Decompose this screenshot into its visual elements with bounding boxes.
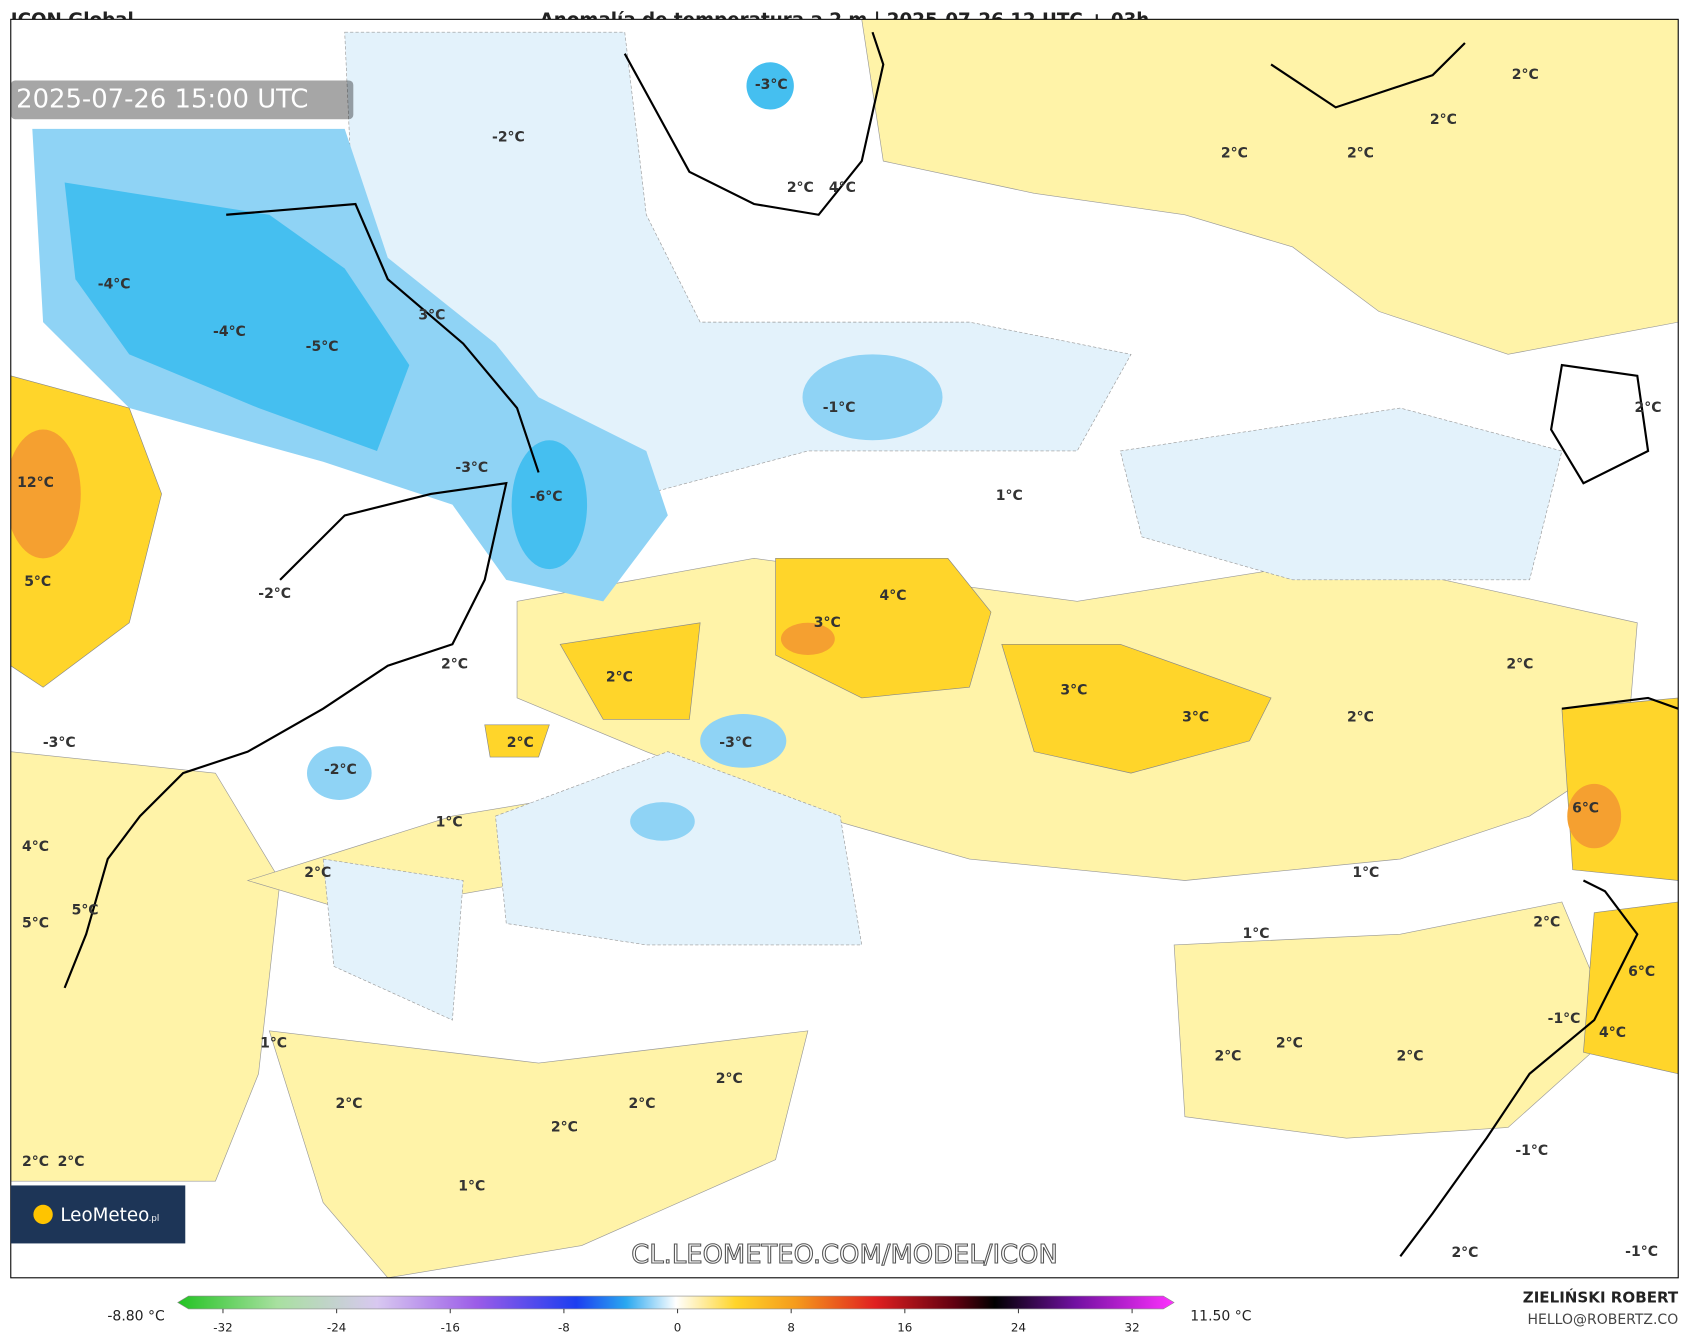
contour-label: 2°C [787, 180, 814, 196]
contour-label: 2°C [1533, 914, 1560, 930]
colorbar-tick-label: 16 [897, 1321, 912, 1335]
contour-label: 2°C [1512, 67, 1539, 83]
contour-label: 4°C [879, 588, 906, 604]
contour-label: 6°C [1572, 801, 1599, 817]
email: HELLO@ROBERTZ.CO [1528, 1312, 1679, 1328]
contour-label: 2°C [441, 657, 468, 673]
contour-label: 1°C [1352, 865, 1379, 881]
contour-label: 2°C [1347, 146, 1374, 162]
contour-label: -5°C [306, 339, 339, 355]
contour-label: 1°C [458, 1179, 485, 1195]
contour-label: -2°C [324, 762, 357, 778]
contour-label: -3°C [755, 77, 788, 93]
author: ZIELIŃSKI ROBERT [1523, 1288, 1679, 1307]
contour-label: 2°C [1506, 657, 1533, 673]
contour-label: 5°C [72, 903, 99, 919]
contour-label: 3°C [1060, 682, 1087, 698]
contour-label: 1°C [260, 1036, 287, 1052]
colorbar-tick-label: -8 [558, 1321, 570, 1335]
contour-label: 2°C [628, 1096, 655, 1112]
contour-label: 2°C [1451, 1245, 1478, 1261]
contour-label: -3°C [719, 735, 752, 751]
contour-label: -3°C [43, 735, 76, 751]
contour-label: 2°C [551, 1119, 578, 1135]
contour-label: -2°C [258, 586, 291, 602]
contour-label: 2°C [1430, 112, 1457, 128]
colorbar [177, 1295, 1175, 1310]
time-box [10, 80, 354, 120]
contour-label: -3°C [455, 460, 488, 476]
contour-label: 2°C [1347, 709, 1374, 725]
contour-label: 2°C [507, 735, 534, 751]
colorbar-tick-label: 0 [674, 1321, 682, 1335]
map-area: -2°C -3°C 2°C 4°C 2°C 2°C 2°C 2°C -4°C -4°C -5°C 3°… [10, 19, 1679, 1278]
contour-label: -4°C [213, 324, 246, 340]
contour-label: 4°C [22, 839, 49, 855]
contour-label: -1°C [1625, 1244, 1658, 1260]
colorbar-tick-label: -24 [327, 1321, 346, 1335]
contour-label: 6°C [1628, 964, 1655, 980]
colorbar-tick-label: 32 [1125, 1321, 1140, 1335]
contour-label: 2°C [1276, 1036, 1303, 1052]
contour-label: -1°C [1515, 1143, 1548, 1159]
logo-name: LeoMeteo [60, 1205, 149, 1226]
contour-label: 1°C [436, 815, 463, 831]
watermark: CL.LEOMETEO.COM/MODEL/ICON [631, 1240, 1058, 1270]
contour-label: 1°C [1242, 926, 1269, 942]
contour-label: -4°C [98, 277, 131, 293]
map-frame [10, 18, 1679, 1279]
contour-label: 2°C [1214, 1049, 1241, 1065]
contour-label: 2°C [1635, 400, 1662, 416]
contour-label: -1°C [823, 400, 856, 416]
contour-label: 2°C [58, 1154, 85, 1170]
logo-sun [33, 1204, 53, 1225]
contour-label: -1°C [1548, 1011, 1581, 1027]
contour-label: 1°C [996, 488, 1023, 504]
contour-label: 2°C [716, 1071, 743, 1087]
contour-label: 2°C [304, 865, 331, 881]
contour-label: 12°C [17, 475, 54, 491]
colorbar-tick-label: -16 [441, 1321, 460, 1335]
valid-time: 2025-07-26 15:00 UTC [16, 84, 308, 114]
colorbar-tick-label: 24 [1011, 1321, 1026, 1335]
contour-label: 2°C [1221, 146, 1248, 162]
contour-label: 4°C [1599, 1025, 1626, 1041]
contour-label: 4°C [829, 180, 856, 196]
contour-label: 2°C [22, 1154, 49, 1170]
contour-label: -2°C [492, 129, 525, 145]
contour-label: 2°C [335, 1096, 362, 1112]
colorbar-tick-label: -32 [213, 1321, 232, 1335]
contour-label: 3°C [814, 615, 841, 631]
contour-label: 3°C [1182, 709, 1209, 725]
contour-label: 3°C [418, 308, 445, 324]
contour-label: 5°C [22, 915, 49, 931]
colorbar-max: 11.50 °C [1190, 1309, 1251, 1325]
contour-label: 2°C [1397, 1049, 1424, 1065]
colorbar-tick-label: 8 [787, 1321, 795, 1335]
colorbar-min: -8.80 °C [107, 1309, 164, 1325]
contour-label: -6°C [530, 489, 563, 505]
contour-label: 2°C [606, 670, 633, 686]
contour-label: 5°C [24, 574, 51, 590]
logo-suffix: .pl [149, 1214, 160, 1224]
